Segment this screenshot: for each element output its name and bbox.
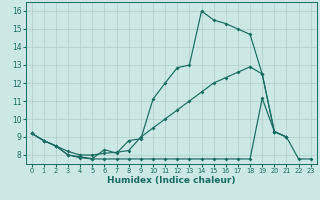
X-axis label: Humidex (Indice chaleur): Humidex (Indice chaleur) [107, 176, 236, 185]
